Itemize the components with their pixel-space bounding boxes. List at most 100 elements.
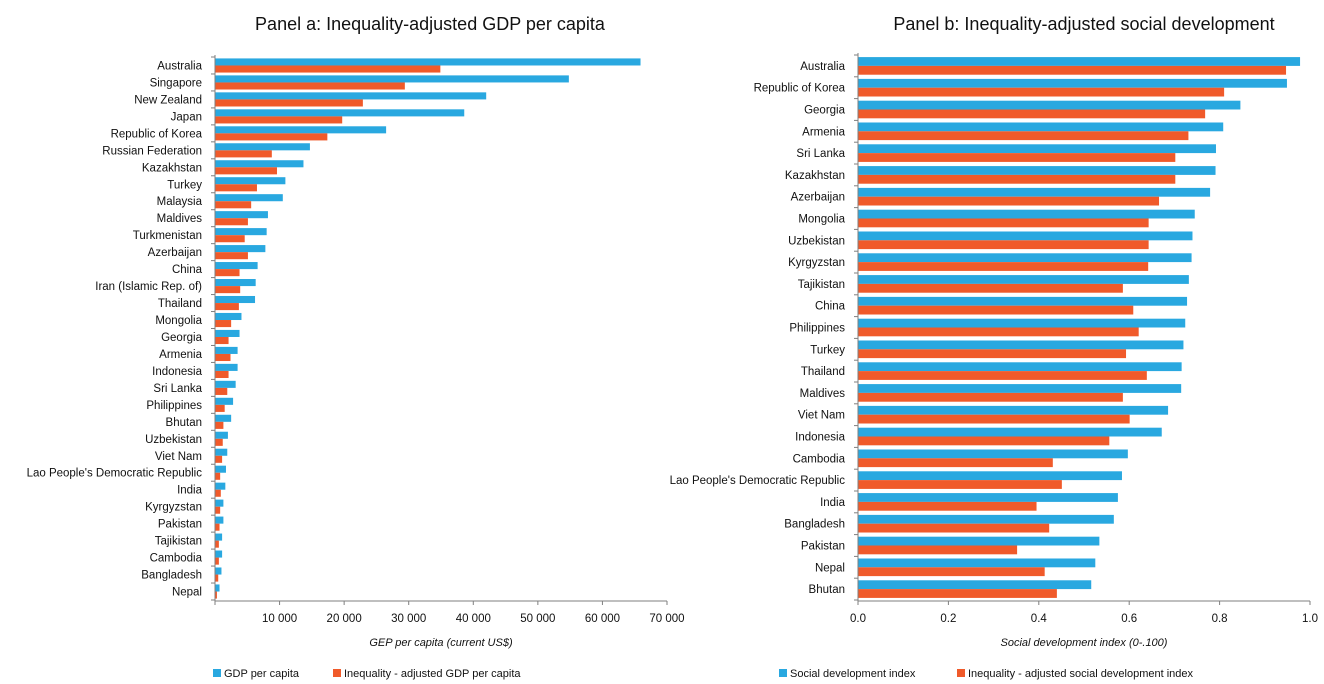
bar-adjusted-0 xyxy=(858,65,1287,75)
bar-adjusted-23 xyxy=(215,455,223,463)
category-label: Malaysia xyxy=(157,196,203,208)
x-tick-label: 0.8 xyxy=(1212,613,1228,625)
category-label: Indonesia xyxy=(795,432,845,444)
legend-swatch-series1 xyxy=(213,669,221,677)
category-label: Philippines xyxy=(789,323,845,335)
bar-social-development-index-11 xyxy=(858,296,1188,306)
category-label: Lao People's Democratic Republic xyxy=(27,468,203,480)
bar-social-development-index-2 xyxy=(858,100,1241,110)
category-label: Bhutan xyxy=(809,584,845,596)
category-label: Thailand xyxy=(158,298,202,310)
bar-adjusted-9 xyxy=(215,218,248,226)
category-label: Kazakhstan xyxy=(785,170,845,182)
bar-social-development-index-23 xyxy=(858,558,1096,568)
bar-adjusted-28 xyxy=(215,540,219,548)
bar-gdp-per-capita-29 xyxy=(215,550,223,558)
category-label: New Zealand xyxy=(134,94,202,106)
bar-gdp-per-capita-15 xyxy=(215,312,242,321)
category-label: Bangladesh xyxy=(784,519,845,531)
bar-gdp-per-capita-13 xyxy=(215,279,256,287)
category-label: India xyxy=(177,485,203,497)
bar-gdp-per-capita-11 xyxy=(215,245,266,253)
legend: Social development index Inequality - adj… xyxy=(779,668,1194,680)
bar-adjusted-0 xyxy=(215,65,441,73)
bar-social-development-index-20 xyxy=(858,493,1118,502)
category-label: Maldives xyxy=(157,213,203,225)
bar-gdp-per-capita-21 xyxy=(215,414,232,422)
bar-adjusted-27 xyxy=(215,523,220,531)
category-label: Kazakhstan xyxy=(142,162,202,174)
category-label: Iran (Islamic Rep. of) xyxy=(95,281,202,293)
category-label: Thailand xyxy=(801,366,845,378)
category-label: Azerbaijan xyxy=(791,192,845,204)
bar-adjusted-3 xyxy=(215,116,343,124)
bar-adjusted-1 xyxy=(215,82,405,90)
category-label: India xyxy=(820,497,846,509)
bar-gdp-per-capita-16 xyxy=(215,329,240,337)
x-tick-label: 0.4 xyxy=(1031,613,1048,625)
bar-adjusted-7 xyxy=(215,184,257,192)
bar-gdp-per-capita-8 xyxy=(215,194,283,202)
bar-adjusted-14 xyxy=(858,371,1147,380)
category-label: Cambodia xyxy=(150,553,203,565)
bar-social-development-index-14 xyxy=(858,362,1182,372)
category-label: Turkey xyxy=(167,179,202,191)
bar-adjusted-22 xyxy=(215,438,223,446)
bar-adjusted-15 xyxy=(858,392,1123,402)
bar-adjusted-11 xyxy=(858,305,1134,315)
category-label: Uzbekistan xyxy=(145,434,202,446)
bar-social-development-index-8 xyxy=(858,231,1193,241)
bar-adjusted-4 xyxy=(858,153,1176,162)
bar-adjusted-20 xyxy=(858,501,1037,511)
bar-gdp-per-capita-27 xyxy=(215,516,224,524)
bar-adjusted-29 xyxy=(215,557,219,565)
category-label: Tajikistan xyxy=(155,536,202,548)
bar-gdp-per-capita-26 xyxy=(215,499,224,507)
bar-gdp-per-capita-14 xyxy=(215,295,256,304)
bar-adjusted-4 xyxy=(215,133,328,141)
category-label: Lao People's Democratic Republic xyxy=(670,475,846,487)
bar-adjusted-19 xyxy=(215,387,228,395)
bar-social-development-index-21 xyxy=(858,514,1114,524)
bar-gdp-per-capita-24 xyxy=(215,465,226,473)
x-tick-label: 70 000 xyxy=(649,613,684,625)
category-label: Kyrgyzstan xyxy=(145,502,202,514)
x-tick-label: 0.2 xyxy=(940,613,956,625)
bar-adjusted-17 xyxy=(858,436,1110,446)
category-label: Georgia xyxy=(804,105,846,117)
bar-adjusted-5 xyxy=(858,174,1176,184)
x-tick-label: 0.0 xyxy=(850,613,866,625)
category-label: Pakistan xyxy=(801,541,845,553)
category-label: Singapore xyxy=(150,77,202,89)
bar-adjusted-14 xyxy=(215,303,239,311)
category-label: Turkey xyxy=(810,344,845,356)
x-tick-label: 40 000 xyxy=(456,613,491,625)
bar-gdp-per-capita-30 xyxy=(215,567,222,575)
category-label: Republic of Korea xyxy=(111,128,203,140)
bar-gdp-per-capita-10 xyxy=(215,228,267,236)
bar-gdp-per-capita-2 xyxy=(215,92,487,100)
category-label: Bangladesh xyxy=(141,570,202,582)
bar-adjusted-13 xyxy=(215,286,241,294)
bar-adjusted-13 xyxy=(858,349,1127,359)
category-label: Republic of Korea xyxy=(754,83,846,95)
legend-label-series2: Inequality - adjusted GDP per capita xyxy=(344,668,521,680)
bar-adjusted-18 xyxy=(215,370,229,378)
bar-gdp-per-capita-25 xyxy=(215,482,226,490)
bar-adjusted-23 xyxy=(858,567,1045,577)
x-tick-label: 60 000 xyxy=(585,613,620,625)
legend: GDP per capita Inequality - adjusted GDP … xyxy=(213,668,521,680)
category-label: Viet Nam xyxy=(155,451,202,463)
category-label: Viet Nam xyxy=(798,410,845,422)
bar-social-development-index-12 xyxy=(858,318,1186,328)
x-tick-label: 20 000 xyxy=(327,613,362,625)
bar-adjusted-30 xyxy=(215,574,219,582)
legend-swatch-series2 xyxy=(957,669,965,677)
bar-adjusted-8 xyxy=(215,201,252,209)
bar-gdp-per-capita-0 xyxy=(215,58,641,66)
category-label: Japan xyxy=(171,111,202,123)
chart-title: Panel a: Inequality-adjusted GDP per cap… xyxy=(255,14,606,34)
bar-gdp-per-capita-28 xyxy=(215,533,223,541)
category-label: Kyrgyzstan xyxy=(788,257,845,269)
bar-social-development-index-19 xyxy=(858,471,1122,481)
